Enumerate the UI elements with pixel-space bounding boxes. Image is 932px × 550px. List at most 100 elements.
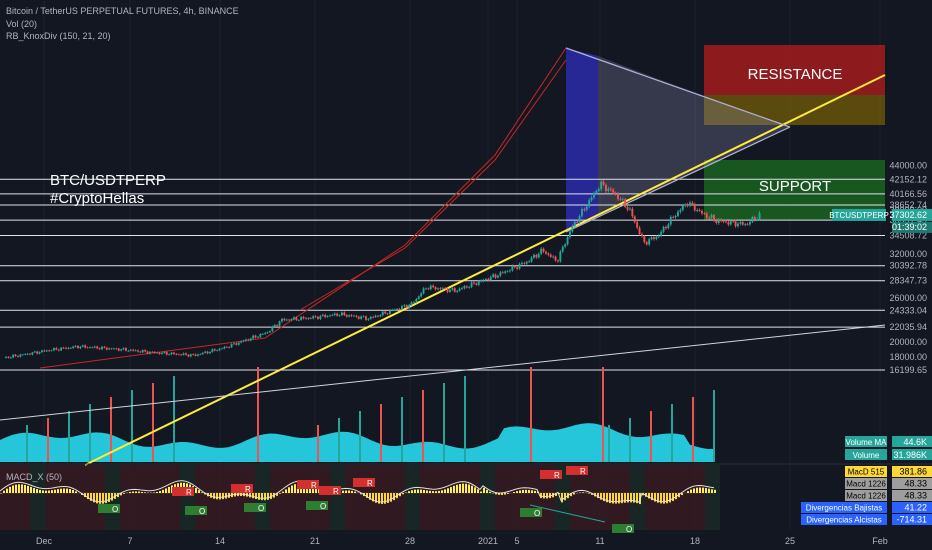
indicator-macd[interactable]: MACD_X (50) — [6, 472, 63, 482]
candle-body — [720, 219, 723, 222]
macd-histogram-bar — [255, 493, 257, 500]
candle-body — [50, 350, 53, 352]
candle-body — [271, 326, 274, 332]
macd-histogram-bar — [621, 493, 623, 504]
candle-body — [662, 226, 665, 232]
macd-histogram-bar — [507, 493, 509, 494]
macd-value-tag — [892, 478, 932, 489]
candle-body — [429, 285, 432, 290]
candle-body — [343, 312, 346, 316]
macd-histogram-bar — [48, 490, 50, 493]
time-axis-label: 14 — [215, 536, 225, 546]
candle-body — [554, 256, 557, 261]
candle-body — [309, 318, 312, 319]
macd-histogram-bar — [96, 493, 98, 504]
candle-body — [468, 287, 471, 288]
macd-histogram-bar — [699, 487, 701, 493]
macd-histogram-bar — [444, 489, 446, 493]
macd-value-tag — [892, 502, 932, 513]
macd-histogram-bar — [141, 491, 143, 493]
candle-body — [425, 288, 427, 290]
candle-body — [197, 354, 199, 356]
macd-histogram-bar — [291, 485, 293, 493]
candle-body — [631, 208, 634, 217]
signal-letter: R — [311, 481, 317, 490]
candle-body — [643, 236, 646, 243]
macd-histogram-bar — [516, 491, 518, 493]
candle-body — [636, 222, 639, 228]
macd-histogram-bar — [99, 493, 101, 504]
price-axis-label: 28347.73 — [889, 276, 927, 286]
candle-body — [710, 215, 713, 219]
candle-body — [561, 246, 564, 252]
candle-body — [600, 181, 603, 190]
signal-bearish: R — [566, 466, 588, 476]
macd-histogram-bar — [201, 492, 203, 493]
candle-body — [345, 315, 348, 317]
macd-histogram-bar — [468, 484, 470, 493]
volume-value-tag — [892, 449, 932, 460]
macd-histogram-bar — [582, 492, 584, 493]
candle-body — [117, 348, 120, 351]
macd-bg-stripe — [60, 465, 75, 530]
volume-ma-tag — [845, 436, 887, 447]
indicator-knoxdiv[interactable]: RB_KnoxDiv (150, 21, 20) — [6, 31, 111, 41]
volume-bar — [338, 418, 340, 462]
macd-histogram-bar — [522, 489, 524, 493]
macd-histogram-bar — [60, 488, 62, 493]
macd-histogram-bar — [285, 489, 287, 493]
support-trendline — [84, 74, 886, 466]
candle-body — [213, 349, 216, 351]
candle-body — [576, 221, 579, 223]
macd-histogram-bar — [132, 491, 134, 493]
candle-body — [276, 325, 279, 326]
candle-body — [14, 354, 17, 356]
candle-body — [665, 226, 667, 229]
macd-histogram-bar — [456, 484, 458, 493]
indicator-vol[interactable]: Vol (20) — [6, 19, 38, 29]
macd-histogram-bar — [648, 493, 650, 499]
candle-body — [204, 351, 207, 353]
candle-body — [360, 316, 363, 319]
macd-histogram-bar — [57, 489, 59, 493]
candle-body — [105, 347, 108, 350]
signal-box — [244, 503, 266, 512]
macd-tag-label: Macd 1226 — [846, 480, 886, 489]
candle-body — [129, 349, 132, 351]
macd-histogram-bar — [51, 490, 53, 493]
candle-body — [333, 313, 336, 315]
candle-body — [355, 315, 358, 317]
signal-bearish: R — [231, 484, 253, 494]
triangle-zone — [598, 56, 790, 217]
candle-body — [602, 181, 605, 185]
macd-tag-value: 381.86 — [899, 467, 927, 477]
candle-body — [674, 216, 677, 218]
candle-body — [475, 283, 478, 285]
candle-body — [597, 189, 600, 192]
signal-letter: O — [258, 504, 264, 513]
candle-body — [619, 198, 622, 200]
macd-histogram-bar — [225, 493, 227, 499]
volume-ma-label: Volume MA — [846, 438, 888, 447]
candle-body — [151, 351, 154, 353]
time-axis-label: 11 — [595, 536, 604, 546]
macd-histogram-bar — [630, 493, 632, 503]
candle-body — [353, 315, 355, 317]
price-axis-label: 34508.72 — [889, 230, 927, 240]
macd-histogram-bar — [504, 493, 506, 495]
candle-body — [535, 254, 538, 258]
candle-body — [365, 316, 367, 320]
macd-histogram-bar — [345, 490, 347, 493]
candle-body — [230, 343, 233, 348]
candle-body — [233, 343, 235, 345]
candle-body — [93, 346, 96, 348]
candle-body — [72, 346, 75, 349]
candle-body — [247, 339, 250, 341]
divergence-line — [529, 504, 606, 523]
macd-tag-value: 48.33 — [904, 479, 927, 489]
macd-tag-label: Macd 1226 — [846, 492, 886, 501]
volume-bar — [317, 425, 319, 462]
macd-histogram-bar — [606, 493, 608, 503]
candle-body — [629, 208, 631, 210]
